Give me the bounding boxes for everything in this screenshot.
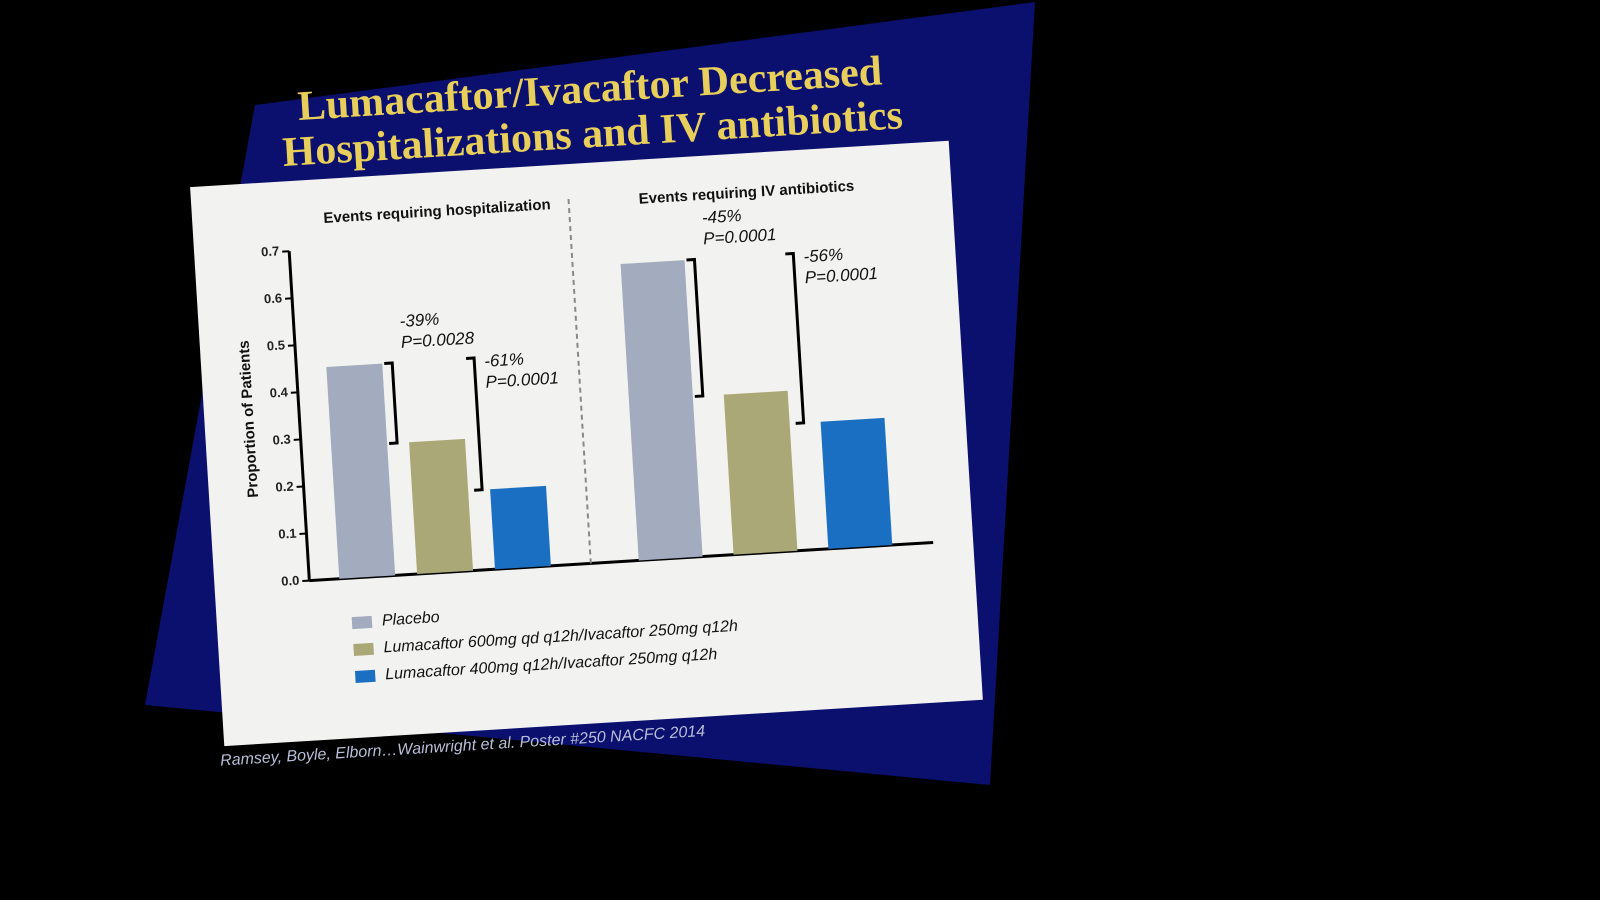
y-tick-label: 0.5 bbox=[266, 337, 285, 353]
y-tick-label: 0.2 bbox=[275, 479, 294, 495]
y-tick-label: 0.4 bbox=[269, 384, 289, 400]
legend-swatch bbox=[353, 642, 374, 657]
bar bbox=[620, 260, 703, 561]
slide-content: Lumacaftor/Ivacaftor Decreased Hospitali… bbox=[190, 48, 983, 770]
bar bbox=[409, 438, 474, 575]
y-tick-label: 0.1 bbox=[278, 526, 297, 542]
comparison-change: -56% bbox=[803, 245, 844, 266]
comparison-change: -61% bbox=[484, 349, 525, 370]
comparison-change: -45% bbox=[701, 206, 742, 227]
bracket bbox=[785, 251, 806, 425]
legend-swatch bbox=[354, 669, 376, 683]
y-tick-label: 0.3 bbox=[272, 432, 291, 448]
bracket bbox=[384, 361, 399, 445]
bracket bbox=[686, 257, 705, 398]
comparison-change: -39% bbox=[399, 310, 440, 331]
bar bbox=[820, 417, 893, 549]
comparison-p-value: P=0.0001 bbox=[485, 368, 559, 391]
comparison-p-value: P=0.0028 bbox=[400, 328, 475, 351]
bracket bbox=[465, 356, 484, 492]
y-tick-label: 0.7 bbox=[261, 243, 280, 259]
bar bbox=[326, 363, 396, 579]
legend-label: Placebo bbox=[381, 609, 440, 630]
panel-divider bbox=[567, 199, 592, 564]
comparison-p-value: P=0.0001 bbox=[703, 225, 777, 248]
chart-area bbox=[190, 140, 983, 747]
y-axis bbox=[287, 251, 311, 581]
y-tick-label: 0.0 bbox=[281, 573, 300, 589]
comparison-p-value: P=0.0001 bbox=[804, 264, 878, 287]
bar bbox=[490, 485, 551, 570]
bar bbox=[723, 390, 798, 555]
legend-swatch bbox=[351, 615, 373, 630]
y-tick-label: 0.6 bbox=[264, 290, 283, 306]
